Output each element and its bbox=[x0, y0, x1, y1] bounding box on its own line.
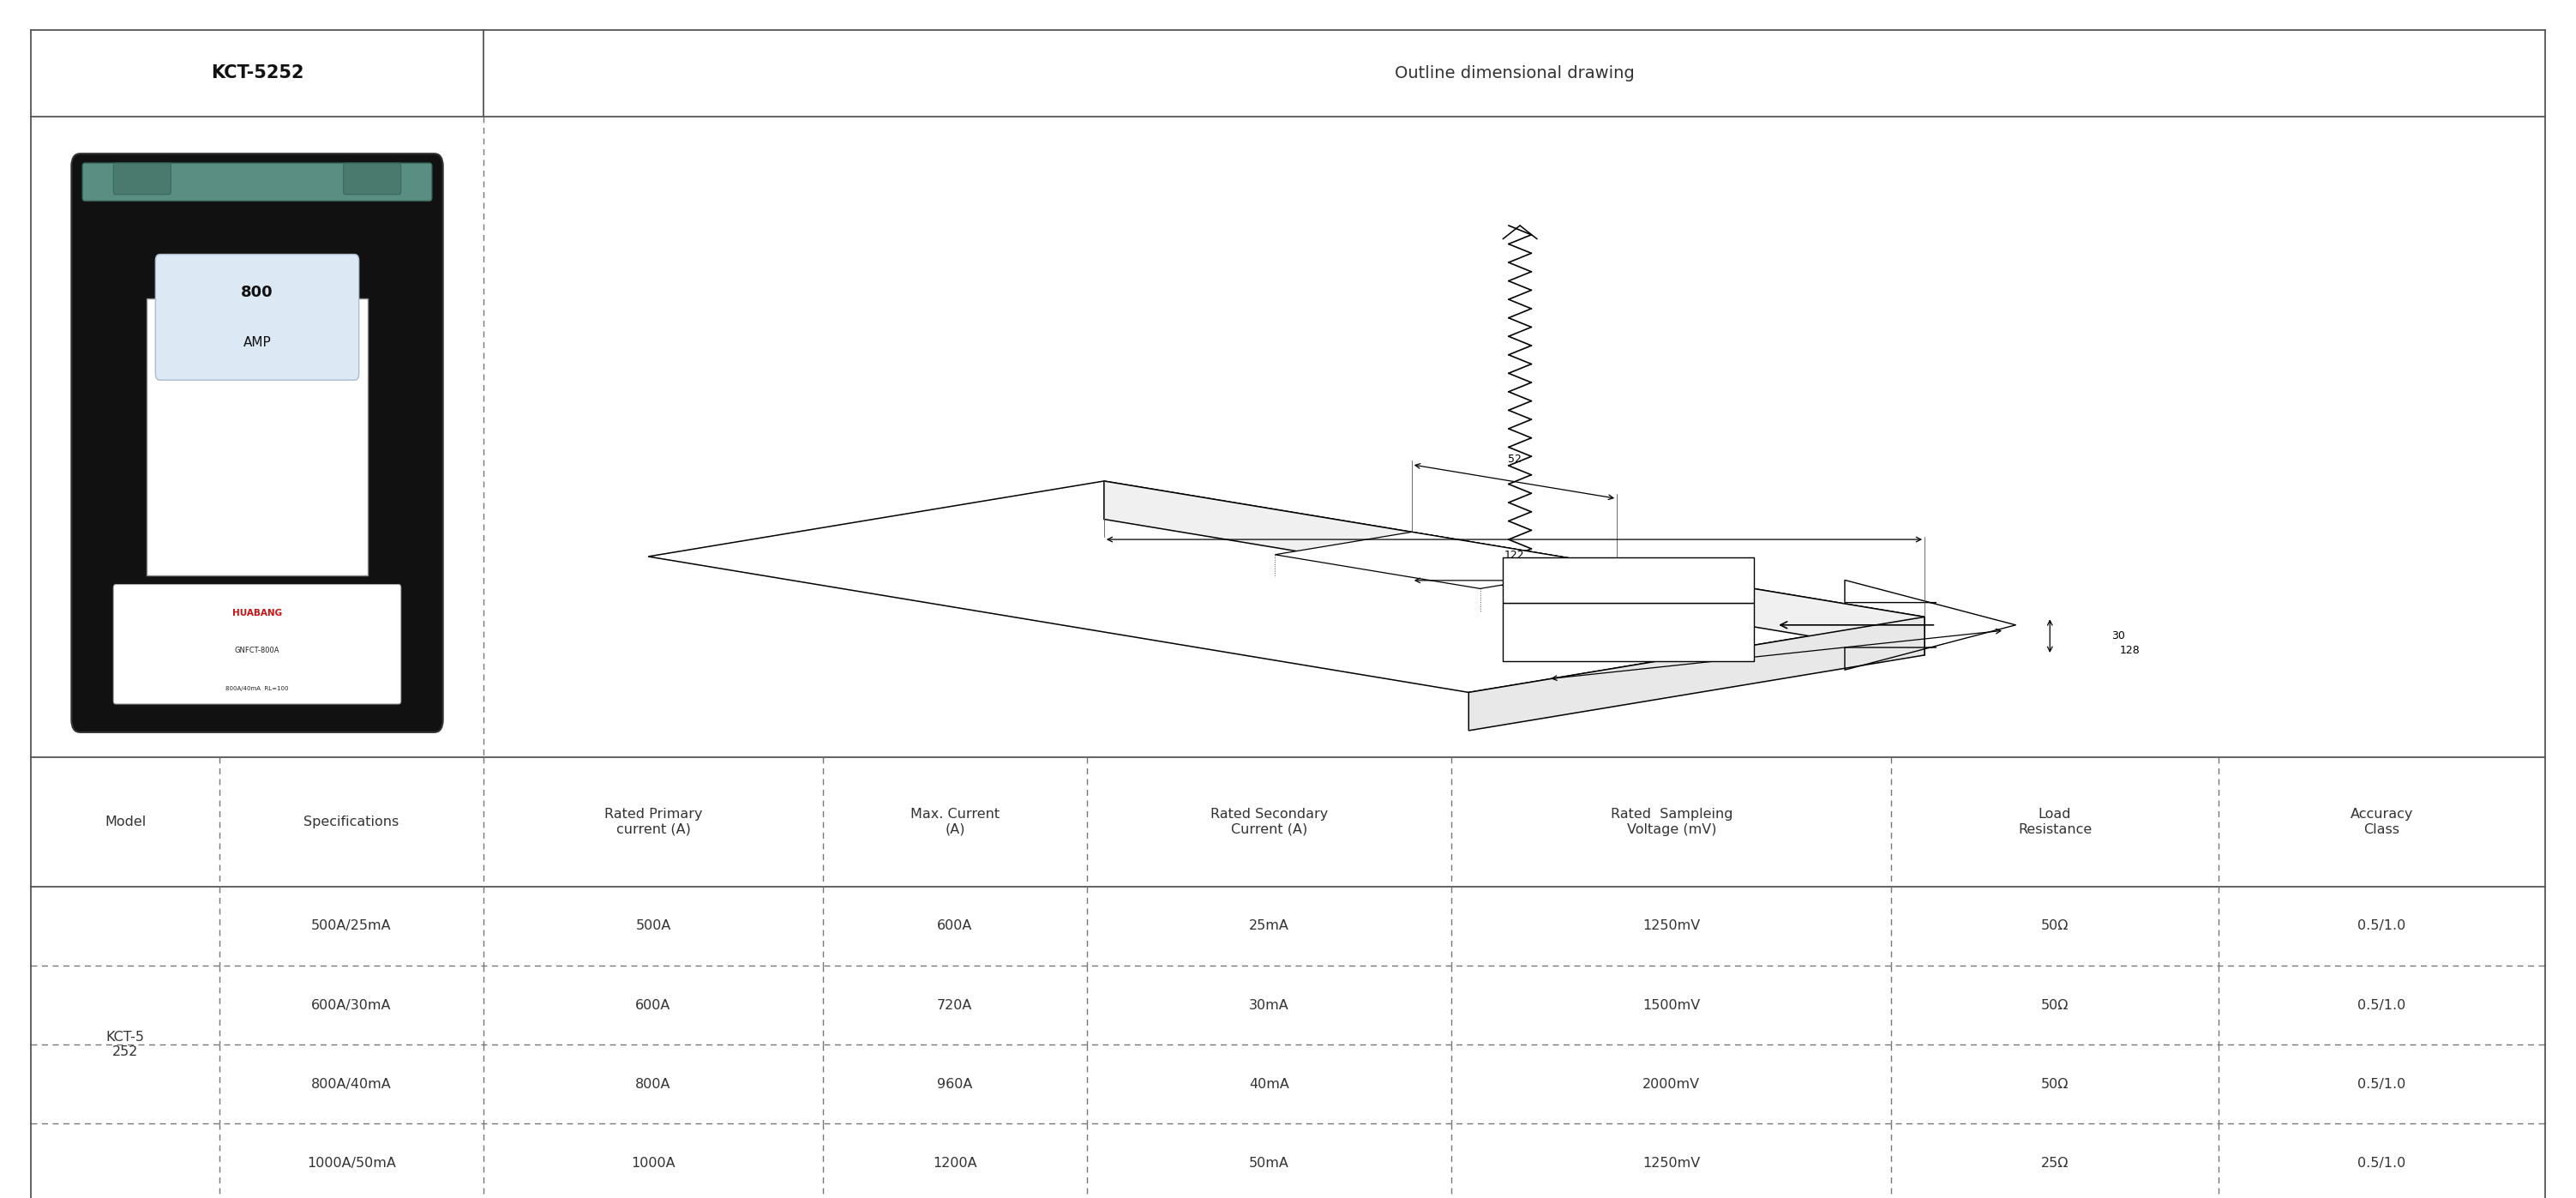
Polygon shape bbox=[649, 482, 1924, 692]
Text: 1250mV: 1250mV bbox=[1643, 1157, 1700, 1169]
Text: 800A/40mA: 800A/40mA bbox=[312, 1078, 392, 1090]
Text: 51.5: 51.5 bbox=[1504, 591, 1525, 601]
Text: Rated Primary
current (A): Rated Primary current (A) bbox=[605, 807, 703, 836]
Text: 1000A/50mA: 1000A/50mA bbox=[307, 1157, 397, 1169]
Text: 52: 52 bbox=[1507, 454, 1520, 465]
Text: 25mA: 25mA bbox=[1249, 920, 1288, 932]
Text: GNFCT-800A: GNFCT-800A bbox=[234, 647, 281, 654]
Text: 720A: 720A bbox=[938, 999, 974, 1011]
Text: 1200A: 1200A bbox=[933, 1157, 976, 1169]
Text: 600A: 600A bbox=[636, 999, 670, 1011]
Text: 0.5/1.0: 0.5/1.0 bbox=[2357, 1157, 2406, 1169]
Polygon shape bbox=[1275, 532, 1618, 588]
Text: HUABANG: HUABANG bbox=[232, 609, 283, 617]
Text: 0.5/1.0: 0.5/1.0 bbox=[2357, 1078, 2406, 1090]
FancyBboxPatch shape bbox=[72, 153, 443, 732]
Text: Accuracy
Class: Accuracy Class bbox=[2349, 807, 2414, 836]
Text: 500A/25mA: 500A/25mA bbox=[312, 920, 392, 932]
Text: 1000A: 1000A bbox=[631, 1157, 675, 1169]
Text: 50Ω: 50Ω bbox=[2040, 999, 2069, 1011]
Polygon shape bbox=[1105, 482, 1924, 655]
Text: 800: 800 bbox=[242, 284, 273, 300]
Text: 50Ω: 50Ω bbox=[2040, 920, 2069, 932]
Polygon shape bbox=[1502, 603, 1754, 661]
Text: Rated Secondary
Current (A): Rated Secondary Current (A) bbox=[1211, 807, 1329, 836]
Text: 600A/30mA: 600A/30mA bbox=[312, 999, 392, 1011]
Text: 40mA: 40mA bbox=[1249, 1078, 1288, 1090]
Text: 500A: 500A bbox=[636, 920, 670, 932]
Text: KCT-5252: KCT-5252 bbox=[211, 65, 304, 81]
Text: 0.5/1.0: 0.5/1.0 bbox=[2357, 999, 2406, 1011]
Text: 800A/40mA  RL=100: 800A/40mA RL=100 bbox=[227, 685, 289, 691]
Bar bbox=[147, 298, 368, 575]
Text: AMP: AMP bbox=[242, 335, 270, 349]
Text: 800A: 800A bbox=[636, 1078, 670, 1090]
FancyBboxPatch shape bbox=[82, 163, 433, 201]
Polygon shape bbox=[1502, 557, 1754, 603]
Text: Model: Model bbox=[106, 816, 147, 828]
Text: 30mA: 30mA bbox=[1249, 999, 1288, 1011]
Text: 50Ω: 50Ω bbox=[2040, 1078, 2069, 1090]
FancyBboxPatch shape bbox=[155, 254, 358, 380]
Text: 0.5/1.0: 0.5/1.0 bbox=[2357, 920, 2406, 932]
Text: Outline dimensional drawing: Outline dimensional drawing bbox=[1394, 65, 1633, 81]
Text: 30: 30 bbox=[2112, 630, 2125, 642]
Text: 128: 128 bbox=[2120, 645, 2141, 655]
Text: 50mA: 50mA bbox=[1249, 1157, 1288, 1169]
Text: 600A: 600A bbox=[938, 920, 974, 932]
Text: Max. Current
(A): Max. Current (A) bbox=[909, 807, 999, 836]
Text: Load
Resistance: Load Resistance bbox=[2017, 807, 2092, 836]
Text: 25Ω: 25Ω bbox=[2040, 1157, 2069, 1169]
Text: 960A: 960A bbox=[938, 1078, 974, 1090]
FancyBboxPatch shape bbox=[113, 163, 170, 194]
Text: Rated  Sampleing
Voltage (mV): Rated Sampleing Voltage (mV) bbox=[1610, 807, 1734, 836]
FancyBboxPatch shape bbox=[113, 585, 402, 704]
Text: KCT-5
252: KCT-5 252 bbox=[106, 1030, 144, 1059]
Polygon shape bbox=[1468, 617, 1924, 731]
Text: 2000mV: 2000mV bbox=[1643, 1078, 1700, 1090]
Text: 122: 122 bbox=[1504, 550, 1525, 561]
Text: Specifications: Specifications bbox=[304, 816, 399, 828]
FancyBboxPatch shape bbox=[343, 163, 402, 194]
Text: 1250mV: 1250mV bbox=[1643, 920, 1700, 932]
Text: 1500mV: 1500mV bbox=[1643, 999, 1700, 1011]
